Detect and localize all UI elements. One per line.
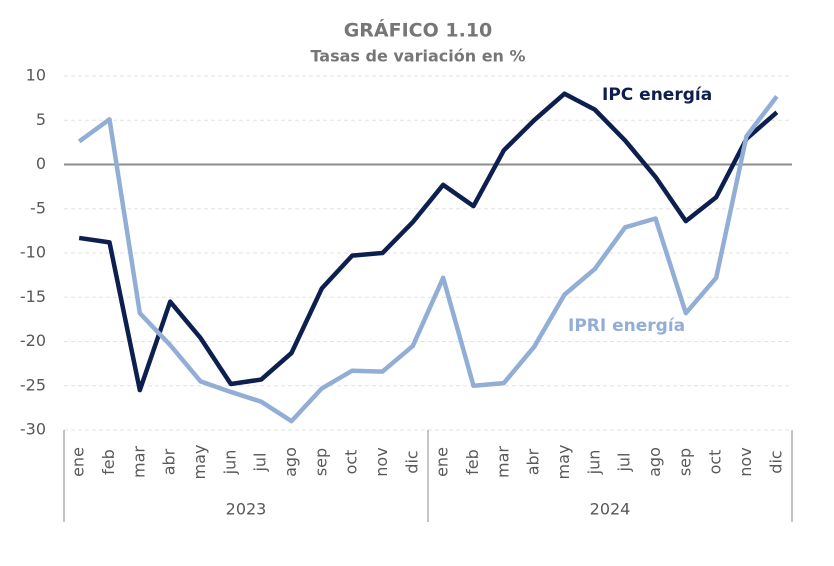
group-label: 2024 bbox=[590, 500, 631, 519]
x-tick-label: dic bbox=[766, 450, 785, 473]
series-line bbox=[77, 94, 779, 424]
chart-subtitle: Tasas de variación en % bbox=[310, 47, 525, 66]
y-tick-label: -10 bbox=[20, 243, 46, 262]
y-tick-label: -30 bbox=[20, 420, 46, 439]
x-tick-label: jul bbox=[251, 452, 270, 472]
y-tick-label: 10 bbox=[26, 66, 46, 85]
x-tick-label: feb bbox=[99, 449, 118, 475]
x-tick-label: mar bbox=[129, 446, 148, 478]
x-tick-label: dic bbox=[402, 450, 421, 473]
y-tick-label: 0 bbox=[36, 154, 46, 173]
x-tick-label: ene bbox=[433, 447, 452, 477]
group-label: 2023 bbox=[226, 500, 267, 519]
x-tick-label: jul bbox=[615, 452, 634, 472]
x-tick-label: sep bbox=[311, 448, 330, 476]
x-tick-label: abr bbox=[160, 448, 179, 475]
x-tick-label: ene bbox=[69, 447, 88, 477]
x-tick-label: abr bbox=[524, 448, 543, 475]
x-tick-label: jun bbox=[220, 450, 239, 476]
y-tick-label: -15 bbox=[20, 287, 46, 306]
x-tick-label: sep bbox=[675, 448, 694, 476]
x-tick-label: ago bbox=[645, 447, 664, 477]
x-tick-label: feb bbox=[463, 449, 482, 475]
x-tick-label: oct bbox=[706, 450, 725, 475]
series-line bbox=[78, 91, 779, 393]
x-tick-label: may bbox=[554, 445, 573, 480]
x-tick-label: mar bbox=[493, 446, 512, 478]
y-tick-label: 5 bbox=[36, 110, 46, 129]
series-label: IPRI energía bbox=[568, 316, 685, 336]
x-tick-label: jun bbox=[584, 450, 603, 476]
y-tick-label: -20 bbox=[20, 331, 46, 350]
x-tick-label: ago bbox=[281, 447, 300, 477]
x-tick-label: may bbox=[190, 445, 209, 480]
y-tick-label: -5 bbox=[30, 198, 46, 217]
series-label: IPC energía bbox=[602, 85, 712, 105]
x-tick-label: nov bbox=[736, 447, 755, 476]
y-tick-label: -25 bbox=[20, 375, 46, 394]
x-tick-label: oct bbox=[342, 450, 361, 475]
chart-title: GRÁFICO 1.10 bbox=[344, 19, 493, 42]
x-tick-label: nov bbox=[372, 447, 391, 476]
